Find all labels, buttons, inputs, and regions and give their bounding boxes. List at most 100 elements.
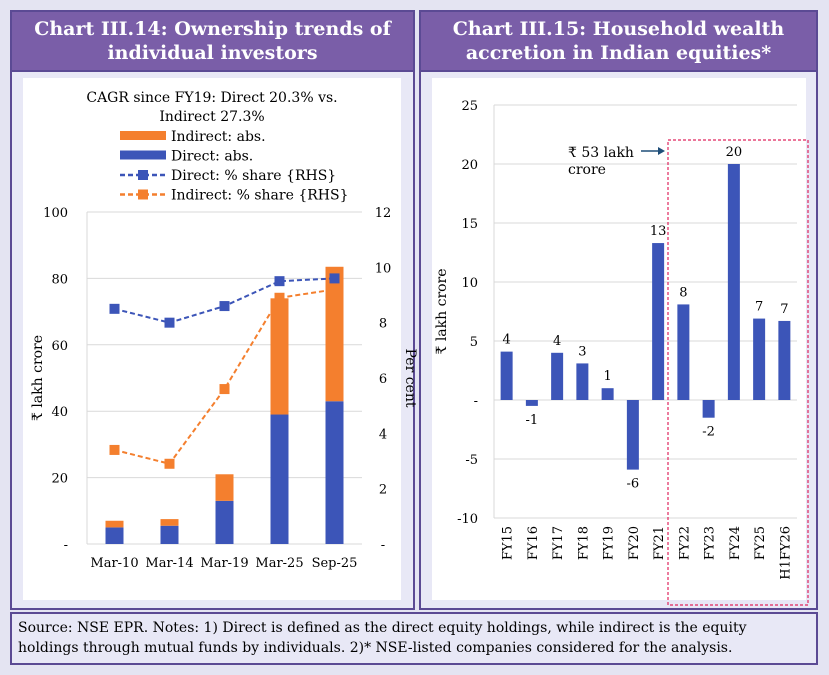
left-chart-title: Chart III.14: Ownership trends of indivi… xyxy=(12,12,413,72)
right-chart-title: Chart III.15: Household wealth accretion… xyxy=(421,12,816,72)
legend-label: Direct: % share {RHS} xyxy=(171,168,336,184)
bar-direct xyxy=(325,401,344,544)
bar xyxy=(551,352,564,400)
bar-indirect xyxy=(325,266,344,402)
bar xyxy=(727,164,740,400)
x-tick-label: FY21 xyxy=(652,526,667,560)
bar xyxy=(778,320,791,400)
line-marker xyxy=(109,444,120,455)
bar xyxy=(500,351,513,400)
legend-label: Indirect: % share {RHS} xyxy=(171,188,348,204)
chart-subtitle: Indirect 27.3% xyxy=(159,109,264,125)
y-tick-label: 25 xyxy=(461,99,478,114)
line-marker xyxy=(329,284,340,295)
x-tick-label: Mar-25 xyxy=(255,556,303,571)
y-axis-label: ₹ lakh crore xyxy=(434,268,450,354)
y2-tick-label: 10 xyxy=(375,261,392,276)
y-tick-label: 10 xyxy=(461,276,478,291)
x-tick-label: FY23 xyxy=(703,526,718,560)
data-label: -6 xyxy=(627,477,640,492)
x-tick-label: FY25 xyxy=(753,526,768,560)
data-label: 7 xyxy=(755,300,763,315)
data-label: 8 xyxy=(679,285,687,300)
y2-tick-label: - xyxy=(381,538,385,553)
x-tick-label: Sep-25 xyxy=(312,556,358,571)
x-tick-label: Mar-19 xyxy=(200,556,248,571)
bar xyxy=(652,243,665,400)
bar-indirect xyxy=(105,520,124,528)
line-marker xyxy=(274,276,285,287)
y-tick-label: 20 xyxy=(51,472,68,487)
legend-marker xyxy=(138,189,148,200)
charts-svg: CAGR since FY19: Direct 20.3% vs. Indirec… xyxy=(23,78,809,606)
bar xyxy=(702,400,715,418)
bar xyxy=(525,400,538,406)
line-marker xyxy=(219,384,230,395)
legend-swatch xyxy=(120,150,166,160)
line-indirect-share xyxy=(114,288,335,465)
x-tick-label: FY22 xyxy=(677,526,692,560)
y2-tick-label: 2 xyxy=(379,483,387,498)
line-marker xyxy=(219,301,230,312)
data-label: 4 xyxy=(553,334,561,349)
arrow-head-icon xyxy=(658,147,665,155)
x-tick-label: FY18 xyxy=(576,526,591,560)
bar-direct xyxy=(215,500,234,544)
bar-direct xyxy=(105,527,124,544)
x-tick-label: FY20 xyxy=(627,526,642,560)
bar xyxy=(576,363,589,400)
legend-label: Indirect: abs. xyxy=(171,129,266,145)
footer-note: Source: NSE EPR. Notes: 1) Direct is def… xyxy=(10,612,818,665)
line-marker xyxy=(329,273,340,284)
y-tick-label: -10 xyxy=(457,512,478,527)
bar xyxy=(601,388,614,400)
legend-marker xyxy=(138,170,148,180)
annotation-text: crore xyxy=(568,162,606,178)
bar-indirect xyxy=(270,298,289,415)
bar xyxy=(753,318,766,400)
x-tick-label: FY17 xyxy=(551,526,566,560)
x-tick-label: FY15 xyxy=(501,526,516,560)
bar-direct xyxy=(160,525,179,544)
y2-tick-label: 4 xyxy=(379,427,387,442)
y-tick-label: -5 xyxy=(465,453,478,468)
y-tick-label: 60 xyxy=(51,339,68,354)
line-marker xyxy=(164,317,175,328)
y2-tick-label: 6 xyxy=(379,372,387,387)
y-tick-label: 80 xyxy=(51,272,68,287)
y-tick-label: 100 xyxy=(43,206,68,221)
y-tick-label: - xyxy=(474,394,478,409)
y-axis-label: ₹ lakh crore xyxy=(30,335,46,421)
bar xyxy=(677,304,690,400)
line-marker xyxy=(109,303,120,314)
chart-subtitle: CAGR since FY19: Direct 20.3% vs. xyxy=(86,90,337,106)
x-tick-label: FY19 xyxy=(602,526,617,560)
y2-axis-label: Per cent xyxy=(402,349,418,408)
y2-tick-label: 12 xyxy=(375,206,392,221)
y2-tick-label: 8 xyxy=(379,317,387,332)
data-label: 7 xyxy=(780,302,788,317)
bar-indirect xyxy=(215,474,234,501)
bar-direct xyxy=(270,414,289,544)
x-tick-label: FY16 xyxy=(526,526,541,560)
data-label: 1 xyxy=(603,369,611,384)
y-tick-label: 40 xyxy=(51,405,68,420)
data-label: 3 xyxy=(578,344,586,359)
line-marker xyxy=(274,292,285,303)
data-label: -2 xyxy=(702,425,715,440)
legend-swatch xyxy=(120,131,166,140)
bar xyxy=(626,400,639,470)
data-label: 20 xyxy=(726,145,743,160)
x-tick-label: H1FY26 xyxy=(778,526,793,580)
x-tick-label: FY24 xyxy=(728,526,743,560)
y-tick-label: 15 xyxy=(461,217,478,232)
data-label: -1 xyxy=(526,413,539,428)
data-label: 4 xyxy=(502,333,510,348)
x-tick-label: Mar-10 xyxy=(90,556,138,571)
bar-indirect xyxy=(160,519,179,526)
line-marker xyxy=(164,458,175,469)
x-tick-label: Mar-14 xyxy=(145,556,193,571)
y-tick-label: 20 xyxy=(461,158,478,173)
y-tick-label: - xyxy=(64,538,68,553)
y-tick-label: 5 xyxy=(470,335,478,350)
